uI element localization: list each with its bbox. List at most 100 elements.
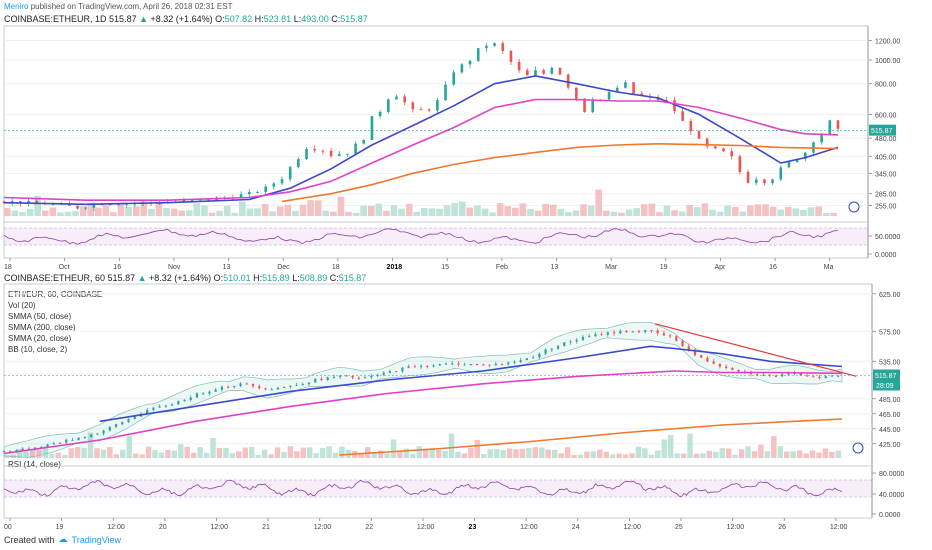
candle-body [501,43,505,51]
candle-body [370,375,373,378]
volume-bar [829,452,835,458]
top-o-label: O: [215,14,225,24]
candle-body [314,378,317,383]
x-tick-label: Nov [168,264,181,271]
volume-bar [716,211,724,216]
candle-body [673,100,676,112]
legend-item[interactable]: ETH/EUR, 60, COINBASE [8,290,103,299]
y-tick-label: 345.00 [875,171,897,178]
x-tick-label: 16 [113,264,121,271]
volume-bar [390,205,398,216]
candle-body [444,84,447,101]
legend-item[interactable]: BB (10, close, 2) [8,345,68,354]
volume-bar [184,446,190,458]
volume-bar [481,208,489,216]
candle-body [177,401,180,405]
footer-credit: Created with ☁ TradingView [4,534,121,545]
candle-body [2,201,6,203]
candle-body [289,385,292,387]
candle-body [558,67,562,75]
candle-body [245,383,248,385]
volume-bar [724,205,731,216]
x-tick-label: 24 [572,524,580,531]
candle-body [426,365,429,367]
candle-body [583,98,586,113]
candle-body [588,336,591,338]
volume-bar [197,447,203,458]
bollinger-band [3,321,843,458]
y-tick-label: 535.00 [879,359,901,366]
candle-body [214,389,217,392]
legend-item[interactable]: Vol (20) [8,301,36,310]
x-tick-label: 18 [4,264,12,271]
candle-body [656,330,659,334]
x-tick-label: Apr [714,264,726,271]
volume-bar [602,210,610,216]
volume-bar [526,447,532,458]
volume-bar [633,208,640,216]
bottom-price: 515.87 [107,273,136,283]
legend-item[interactable]: SMMA (200, close) [8,323,76,332]
volume-bar [678,211,686,216]
x-tick-label: 25 [675,524,683,531]
volume-bar [815,206,822,216]
volume-bar [661,439,667,458]
top-l-label: L: [293,14,302,24]
volume-bar [527,209,534,216]
candle-body [488,364,491,366]
candle-body [15,450,18,452]
volume-bar [835,450,842,458]
x-tick-label: 13 [223,264,231,271]
candle-body [351,375,354,378]
rsi-band [4,228,868,245]
candle-body [612,332,616,334]
x-tick-label: 22 [365,524,373,531]
candle-body [432,365,435,367]
x-tick-label: 13 [550,264,558,271]
volume-bar [435,450,442,458]
volume-bar [595,189,603,216]
volume-bar [493,449,500,458]
x-tick-label: 12:00 [727,524,745,531]
volume-bar [616,453,622,458]
legend-item[interactable]: SMMA (50, close) [8,312,72,321]
x-tick-label: 21 [262,524,270,531]
candle-body [746,171,750,183]
tradingview-brand[interactable]: TradingView [71,534,122,545]
volume-bar [190,452,197,458]
volume-bar [816,452,822,458]
x-tick-label: Dec [277,264,290,271]
volume-bar [764,451,771,458]
volume-bar [139,454,145,458]
series-line [281,142,839,203]
candle-body [307,382,311,385]
candle-body [803,152,807,159]
volume-bar [671,210,678,216]
candle-body [687,346,690,350]
rsi-legend[interactable]: RSI (14, close) [8,460,61,469]
author-name[interactable]: Meniro [4,2,29,11]
volume-bar [132,206,140,216]
candle-body [395,371,398,373]
volume-bar [455,451,461,458]
bottom-change-arrow-icon: ▲ [137,273,147,283]
candle-body [146,410,149,414]
x-tick-label: 19 [660,264,668,271]
volume-bar [284,204,292,216]
candle-body [828,120,832,135]
volume-bar [313,453,319,458]
candle-body [787,373,790,375]
candle-body [117,204,120,206]
legend-item[interactable]: SMMA (20, close) [8,334,72,343]
candle-body [403,96,406,103]
volume-bar [725,448,732,458]
candle-body [493,43,496,46]
candle-body [532,357,535,359]
candle-body [820,134,823,143]
candle-body [507,362,510,365]
volume-bar [687,433,693,458]
candle-body [378,111,382,117]
volume-bar [577,454,584,458]
volume-bar [458,201,466,216]
